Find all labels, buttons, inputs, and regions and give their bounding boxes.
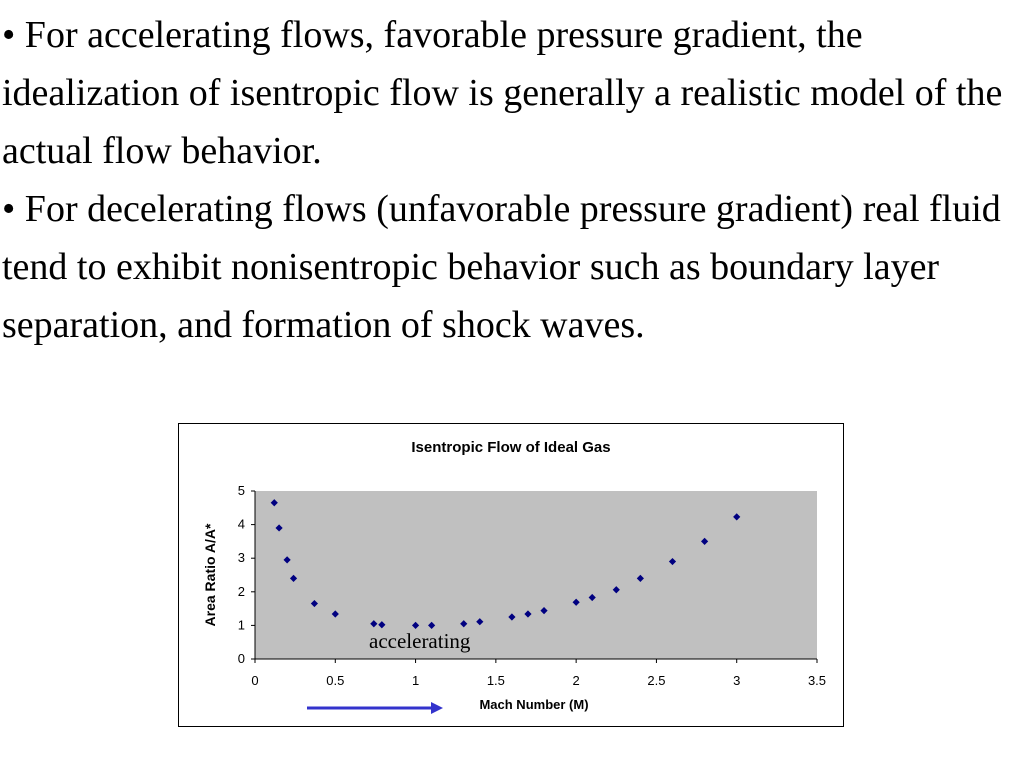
bullet-accelerating: • For accelerating flows, favorable pres…	[2, 14, 1003, 172]
plot-area	[255, 491, 817, 659]
data-point	[733, 513, 741, 521]
ticks: 0 0.5 1 1.5 2 2.5 3 3.5 0 1 2 3 4 5	[238, 483, 826, 688]
y-tick-label: 5	[238, 483, 245, 498]
isentropic-flow-chart: Isentropic Flow of Ideal Gas 0 0.5 1 1.5 2 2.…	[202, 439, 826, 714]
x-tick-label: 3.5	[808, 673, 826, 688]
y-axis-label: Area Ratio A/A*	[202, 523, 218, 627]
data-point	[524, 610, 532, 618]
y-tick-label: 2	[238, 584, 245, 599]
x-tick-label: 1	[412, 673, 419, 688]
chart-frame: Isentropic Flow of Ideal Gas 0 0.5 1 1.5 2 2.…	[178, 423, 844, 727]
data-point	[460, 620, 468, 628]
x-tick-label: 1.5	[487, 673, 505, 688]
accelerating-annotation: accelerating	[369, 629, 471, 653]
y-tick-label: 3	[238, 550, 245, 565]
axes	[254, 491, 817, 660]
chart-title: Isentropic Flow of Ideal Gas	[411, 439, 610, 456]
data-point	[310, 599, 319, 608]
y-tick-label: 0	[238, 651, 245, 666]
bullet-decelerating: • For decelerating flows (unfavorable pr…	[2, 188, 1001, 346]
data-point	[612, 586, 620, 594]
x-tick-label: 2	[573, 673, 580, 688]
x-tick-label: 0	[251, 673, 258, 688]
data-point	[668, 557, 677, 566]
slide-text: • For accelerating flows, favorable pres…	[2, 6, 1022, 354]
x-axis-label: Mach Number (M)	[479, 697, 588, 712]
y-tick-label: 1	[238, 617, 245, 632]
x-tick-label: 3	[733, 673, 740, 688]
data-point	[508, 613, 516, 621]
y-tick-label: 4	[238, 517, 245, 532]
x-tick-label: 2.5	[647, 673, 665, 688]
accelerating-arrow	[307, 702, 443, 714]
x-tick-label: 0.5	[326, 673, 344, 688]
